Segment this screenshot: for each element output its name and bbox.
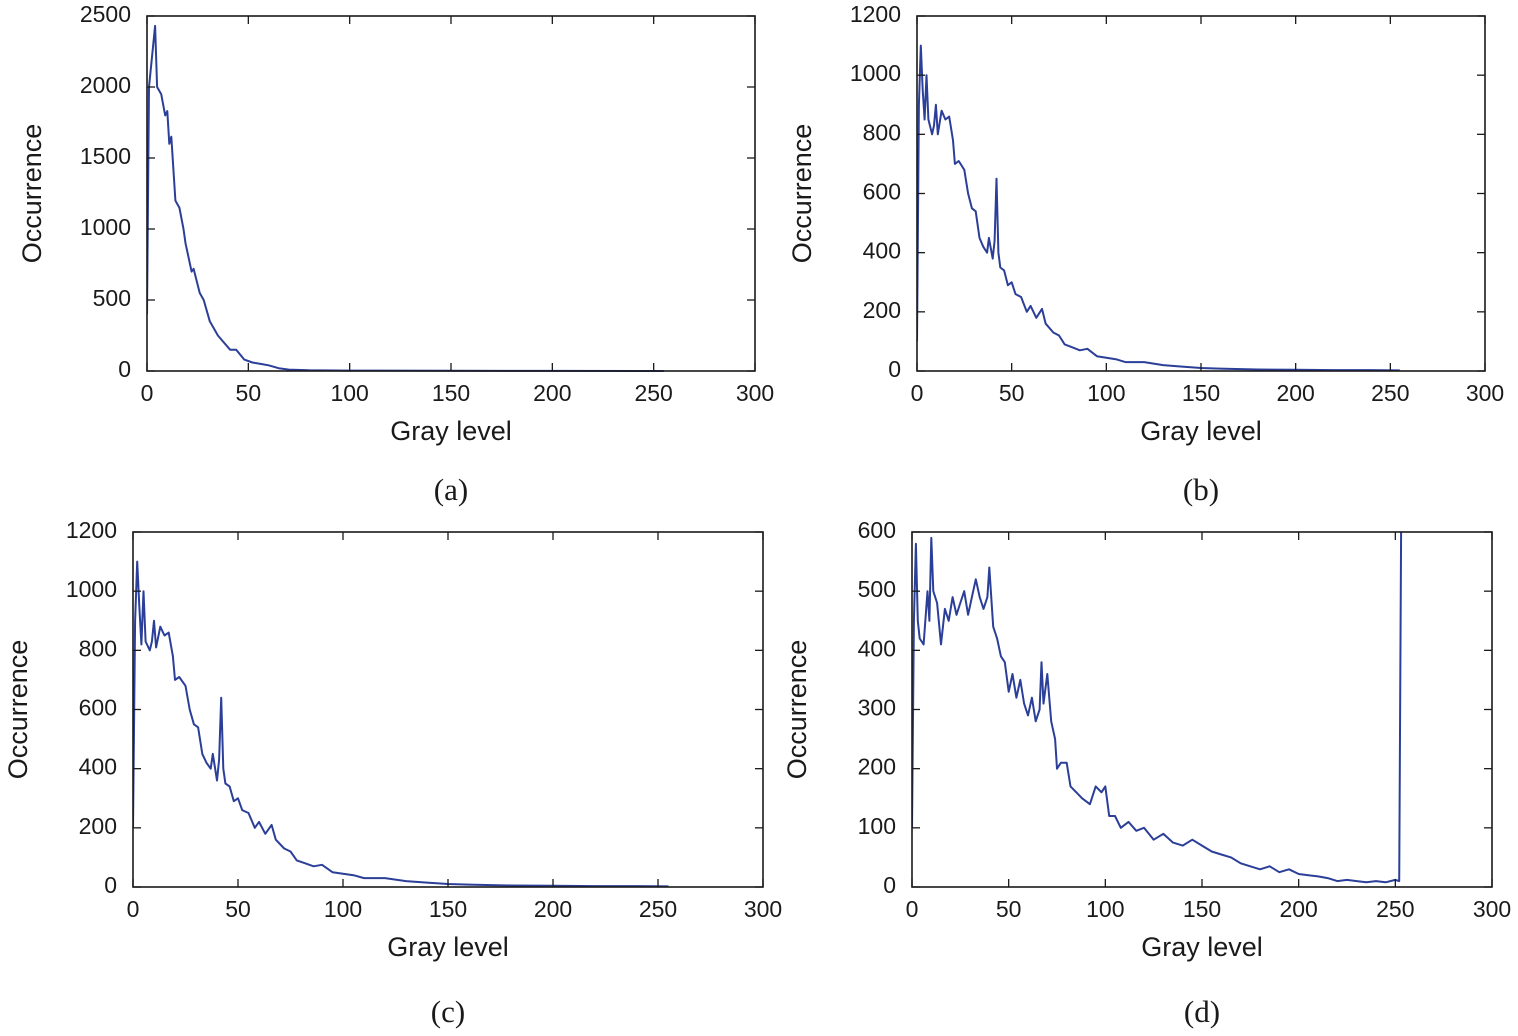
data-line [917,44,1400,372]
x-tick-label: 0 [911,380,924,406]
x-tick-label: 50 [996,896,1022,922]
y-axis-label: Occurrence [782,640,812,780]
y-tick-label: 1000 [80,214,131,240]
x-axis-label: Gray level [1141,932,1263,962]
y-tick-label: 600 [858,517,896,543]
y-tick-label: 2000 [80,72,131,98]
y-tick-label: 1500 [80,143,131,169]
plot-frame [132,531,764,888]
x-tick-label: 150 [432,380,470,406]
x-tick-label: 150 [429,896,467,922]
x-tick-label: 150 [1182,380,1220,406]
x-tick-label: 250 [634,380,672,406]
y-tick-label: 800 [79,635,117,661]
x-tick-label: 250 [1376,896,1414,922]
y-tick-label: 1200 [850,1,901,27]
x-tick-label: 50 [225,896,251,922]
panel: 0 50 100 150 200 250 300 0 500 1000 1500 2000 2500 Gr… [17,1,774,507]
y-axis-label: Occurrence [17,124,47,264]
x-tick-label: 200 [533,380,571,406]
data-line [133,560,669,888]
x-tick-label: 250 [639,896,677,922]
y-tick-label: 800 [863,119,901,145]
y-tick-label: 400 [858,635,896,661]
panel: 0 50 100 150 200 250 300 0 200 400 600 800 1000 1200 G… [787,1,1504,507]
y-tick-label: 0 [118,356,131,382]
x-tick-label: 150 [1183,896,1221,922]
x-tick-label: 100 [330,380,368,406]
y-tick-label: 400 [79,754,117,780]
y-tick-label: 1000 [66,576,117,602]
x-tick-label: 50 [999,380,1025,406]
x-tick-label: 300 [1466,380,1504,406]
y-axis-label: Occurrence [3,640,33,780]
x-tick-label: 200 [1276,380,1314,406]
y-tick-label: 500 [858,576,896,602]
y-tick-label: 1200 [66,517,117,543]
y-tick-label: 500 [93,285,131,311]
panel-caption: (a) [434,472,468,507]
y-tick-label: 2500 [80,1,131,27]
x-tick-label: 250 [1371,380,1409,406]
x-axis-label: Gray level [1140,416,1262,446]
y-tick-label: 200 [858,754,896,780]
y-tick-label: 200 [863,297,901,323]
panel-caption: (d) [1184,994,1220,1029]
x-tick-label: 200 [534,896,572,922]
panel: 0 50 100 150 200 250 300 0 200 400 600 800 1000 1200 G… [3,517,782,1029]
plot-frame [146,15,756,372]
y-tick-label: 400 [863,238,901,264]
y-tick-label: 600 [863,179,901,205]
y-axis-label: Occurrence [787,124,817,264]
data-line [147,24,664,372]
x-axis-label: Gray level [387,932,509,962]
y-tick-label: 100 [858,813,896,839]
x-tick-label: 50 [236,380,262,406]
y-tick-label: 0 [883,872,896,898]
x-tick-label: 100 [1087,380,1125,406]
y-tick-label: 1000 [850,60,901,86]
y-tick-label: 600 [79,695,117,721]
x-tick-label: 0 [141,380,154,406]
x-tick-label: 300 [736,380,774,406]
x-tick-label: 300 [1473,896,1511,922]
x-tick-label: 100 [324,896,362,922]
x-tick-label: 0 [127,896,140,922]
x-tick-label: 100 [1086,896,1124,922]
y-tick-label: 200 [79,813,117,839]
panel-caption: (c) [431,994,465,1029]
x-tick-label: 0 [906,896,919,922]
plot-frame [911,531,1493,888]
plot-frame [916,15,1486,372]
y-tick-label: 0 [104,872,117,898]
panel-caption: (b) [1183,472,1219,507]
x-tick-label: 300 [744,896,782,922]
data-line [912,531,1403,884]
x-tick-label: 200 [1279,896,1317,922]
y-tick-label: 300 [858,695,896,721]
x-axis-label: Gray level [390,416,512,446]
y-tick-label: 0 [888,356,901,382]
panel: 0 50 100 150 200 250 300 0 100 200 300 400 500 600 Gra… [782,517,1511,1029]
